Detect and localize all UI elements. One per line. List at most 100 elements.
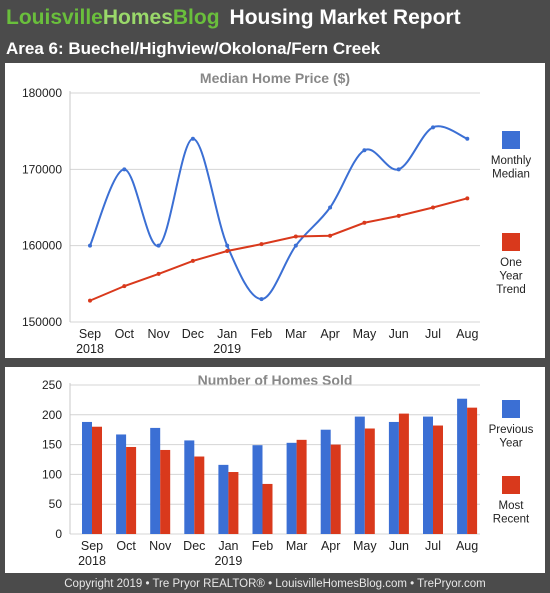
price-y-tick-label: 170000 (22, 162, 62, 176)
sold-x-tick-label: Oct (116, 539, 136, 553)
price-data-point (225, 243, 230, 248)
sold-bar (228, 472, 239, 534)
price-data-point (156, 271, 161, 276)
area-title: Area 6: Buechel/Highview/Okolona/Fern Cr… (0, 36, 550, 62)
price-x-tick-label: Jan (217, 327, 237, 341)
price-data-point (259, 297, 264, 302)
sold-y-tick-label: 250 (42, 378, 62, 392)
price-legend-label: Monthly (491, 155, 532, 167)
brand-name-part1: Louisville (6, 6, 103, 29)
price-data-point (362, 148, 367, 153)
price-y-tick-label: 150000 (22, 315, 62, 329)
sold-legend-swatch (502, 400, 520, 418)
price-x-tick-label: May (353, 327, 377, 341)
sold-x-tick-label: Apr (321, 539, 340, 553)
price-legend-label: Year (499, 271, 522, 283)
price-data-point (293, 243, 298, 248)
price-data-point (362, 220, 367, 225)
price-x-tick-label: Sep (79, 327, 101, 341)
price-chart-title: Median Home Price ($) (200, 70, 350, 86)
price-data-point (122, 167, 127, 172)
price-data-point (431, 205, 435, 210)
price-data-point (190, 136, 195, 141)
price-x-tick-label: Feb (251, 327, 273, 341)
sold-year-label: 2019 (214, 554, 242, 568)
price-x-tick-label: Jun (389, 327, 409, 341)
price-data-point (396, 167, 401, 172)
sold-x-tick-label: Sep (81, 539, 103, 553)
price-legend-swatch (502, 233, 520, 251)
footer-copyright: Copyright 2019 • Tre Pryor REALTOR® • Lo… (64, 578, 486, 590)
price-y-tick-label: 180000 (22, 86, 62, 100)
price-data-point (190, 258, 195, 263)
sold-y-tick-label: 0 (55, 527, 62, 541)
price-data-point (328, 205, 333, 210)
price-data-point (396, 213, 401, 218)
sold-bar (252, 445, 263, 534)
sold-bar (467, 407, 478, 534)
price-x-tick-label: Apr (320, 327, 339, 341)
median-price-chart: Median Home Price ($) 150000 160000 170000… (22, 70, 532, 356)
sold-bar (423, 416, 433, 534)
sold-bar (262, 483, 273, 534)
sold-x-tick-label: Dec (183, 539, 205, 553)
sold-bar (388, 421, 399, 534)
price-data-point (156, 243, 161, 248)
sold-y-tick-label: 50 (49, 497, 63, 511)
sold-legend-label: Previous (489, 424, 534, 436)
price-data-point (328, 233, 333, 238)
price-x-tick-label: Dec (182, 327, 204, 341)
sold-bar (126, 446, 137, 534)
price-data-point (122, 284, 127, 289)
price-legend-swatch (502, 131, 520, 149)
price-x-tick-label: Oct (115, 327, 135, 341)
price-data-point (431, 125, 435, 130)
sold-y-tick-label: 100 (42, 467, 62, 481)
price-data-point (465, 196, 470, 201)
sold-bar (218, 464, 229, 534)
price-data-point (293, 234, 298, 239)
price-x-tick-label: Mar (285, 327, 307, 341)
price-data-point (88, 243, 92, 248)
sold-bar (150, 427, 161, 534)
brand-name-part2: Homes (102, 6, 173, 29)
sold-bar (116, 434, 127, 534)
price-data-point (225, 249, 230, 254)
sold-x-tick-label: Feb (252, 539, 274, 553)
sold-legend-label: Recent (493, 514, 530, 526)
sold-bar (320, 429, 331, 534)
sold-bar (82, 421, 92, 534)
sold-x-tick-label: Jan (218, 539, 238, 553)
sold-bar (286, 442, 297, 534)
sold-bar (296, 439, 307, 534)
price-year-label: 2019 (213, 342, 241, 356)
price-data-point (465, 136, 470, 141)
sold-bar (354, 416, 365, 534)
price-y-tick-label: 160000 (22, 239, 62, 253)
price-legend-label: Median (492, 169, 530, 181)
sold-bar (92, 426, 102, 534)
sold-year-label: 2018 (78, 554, 106, 568)
sold-bar (160, 449, 171, 534)
sold-legend-label: Year (499, 438, 522, 450)
price-x-tick-label: Nov (147, 327, 170, 341)
price-x-tick-label: Aug (456, 327, 478, 341)
price-year-label: 2018 (76, 342, 104, 356)
price-data-point (259, 242, 264, 247)
report-header: Louisville Homes Blog Housing Market Repor… (0, 0, 550, 36)
sold-bar (433, 425, 443, 534)
sold-bar (398, 413, 409, 534)
sold-x-tick-label: Nov (149, 539, 172, 553)
sold-bar (457, 398, 468, 534)
brand-name-part3: Blog (172, 6, 220, 29)
sold-legend-swatch (502, 476, 520, 494)
sold-x-tick-label: May (353, 539, 377, 553)
sold-bar (364, 428, 375, 534)
price-x-tick-label: Jul (425, 327, 441, 341)
price-series-line (89, 197, 468, 302)
sold-chart-title: Number of Homes Sold (198, 372, 353, 388)
sold-y-tick-label: 200 (42, 408, 62, 422)
sold-bar (194, 456, 205, 534)
sold-bar (330, 444, 341, 534)
price-data-point (88, 298, 92, 303)
